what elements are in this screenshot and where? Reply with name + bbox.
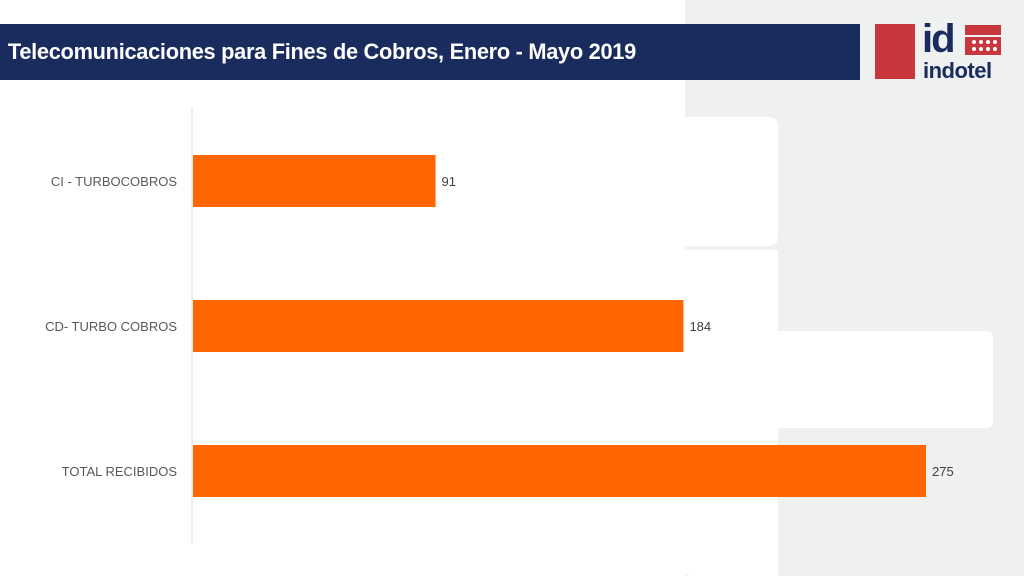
page-title: Telecomunicaciones para Fines de Cobros,…: [0, 24, 860, 80]
category-label: CI - TURBOCOBROS: [51, 174, 177, 189]
logo-red-block: [875, 24, 915, 79]
logo-id-mark: id: [922, 17, 956, 61]
bar: [193, 445, 926, 497]
data-label: 184: [689, 319, 711, 334]
category-label: TOTAL RECIBIDOS: [62, 464, 178, 479]
category-label: CD- TURBO COBROS: [45, 319, 177, 334]
logo-wordmark: indotel: [923, 58, 992, 83]
data-label: 91: [442, 174, 456, 189]
data-label: 275: [932, 464, 954, 479]
logo-keypad-icon: [965, 25, 1001, 55]
bar: [193, 300, 684, 352]
bar: [193, 155, 436, 207]
